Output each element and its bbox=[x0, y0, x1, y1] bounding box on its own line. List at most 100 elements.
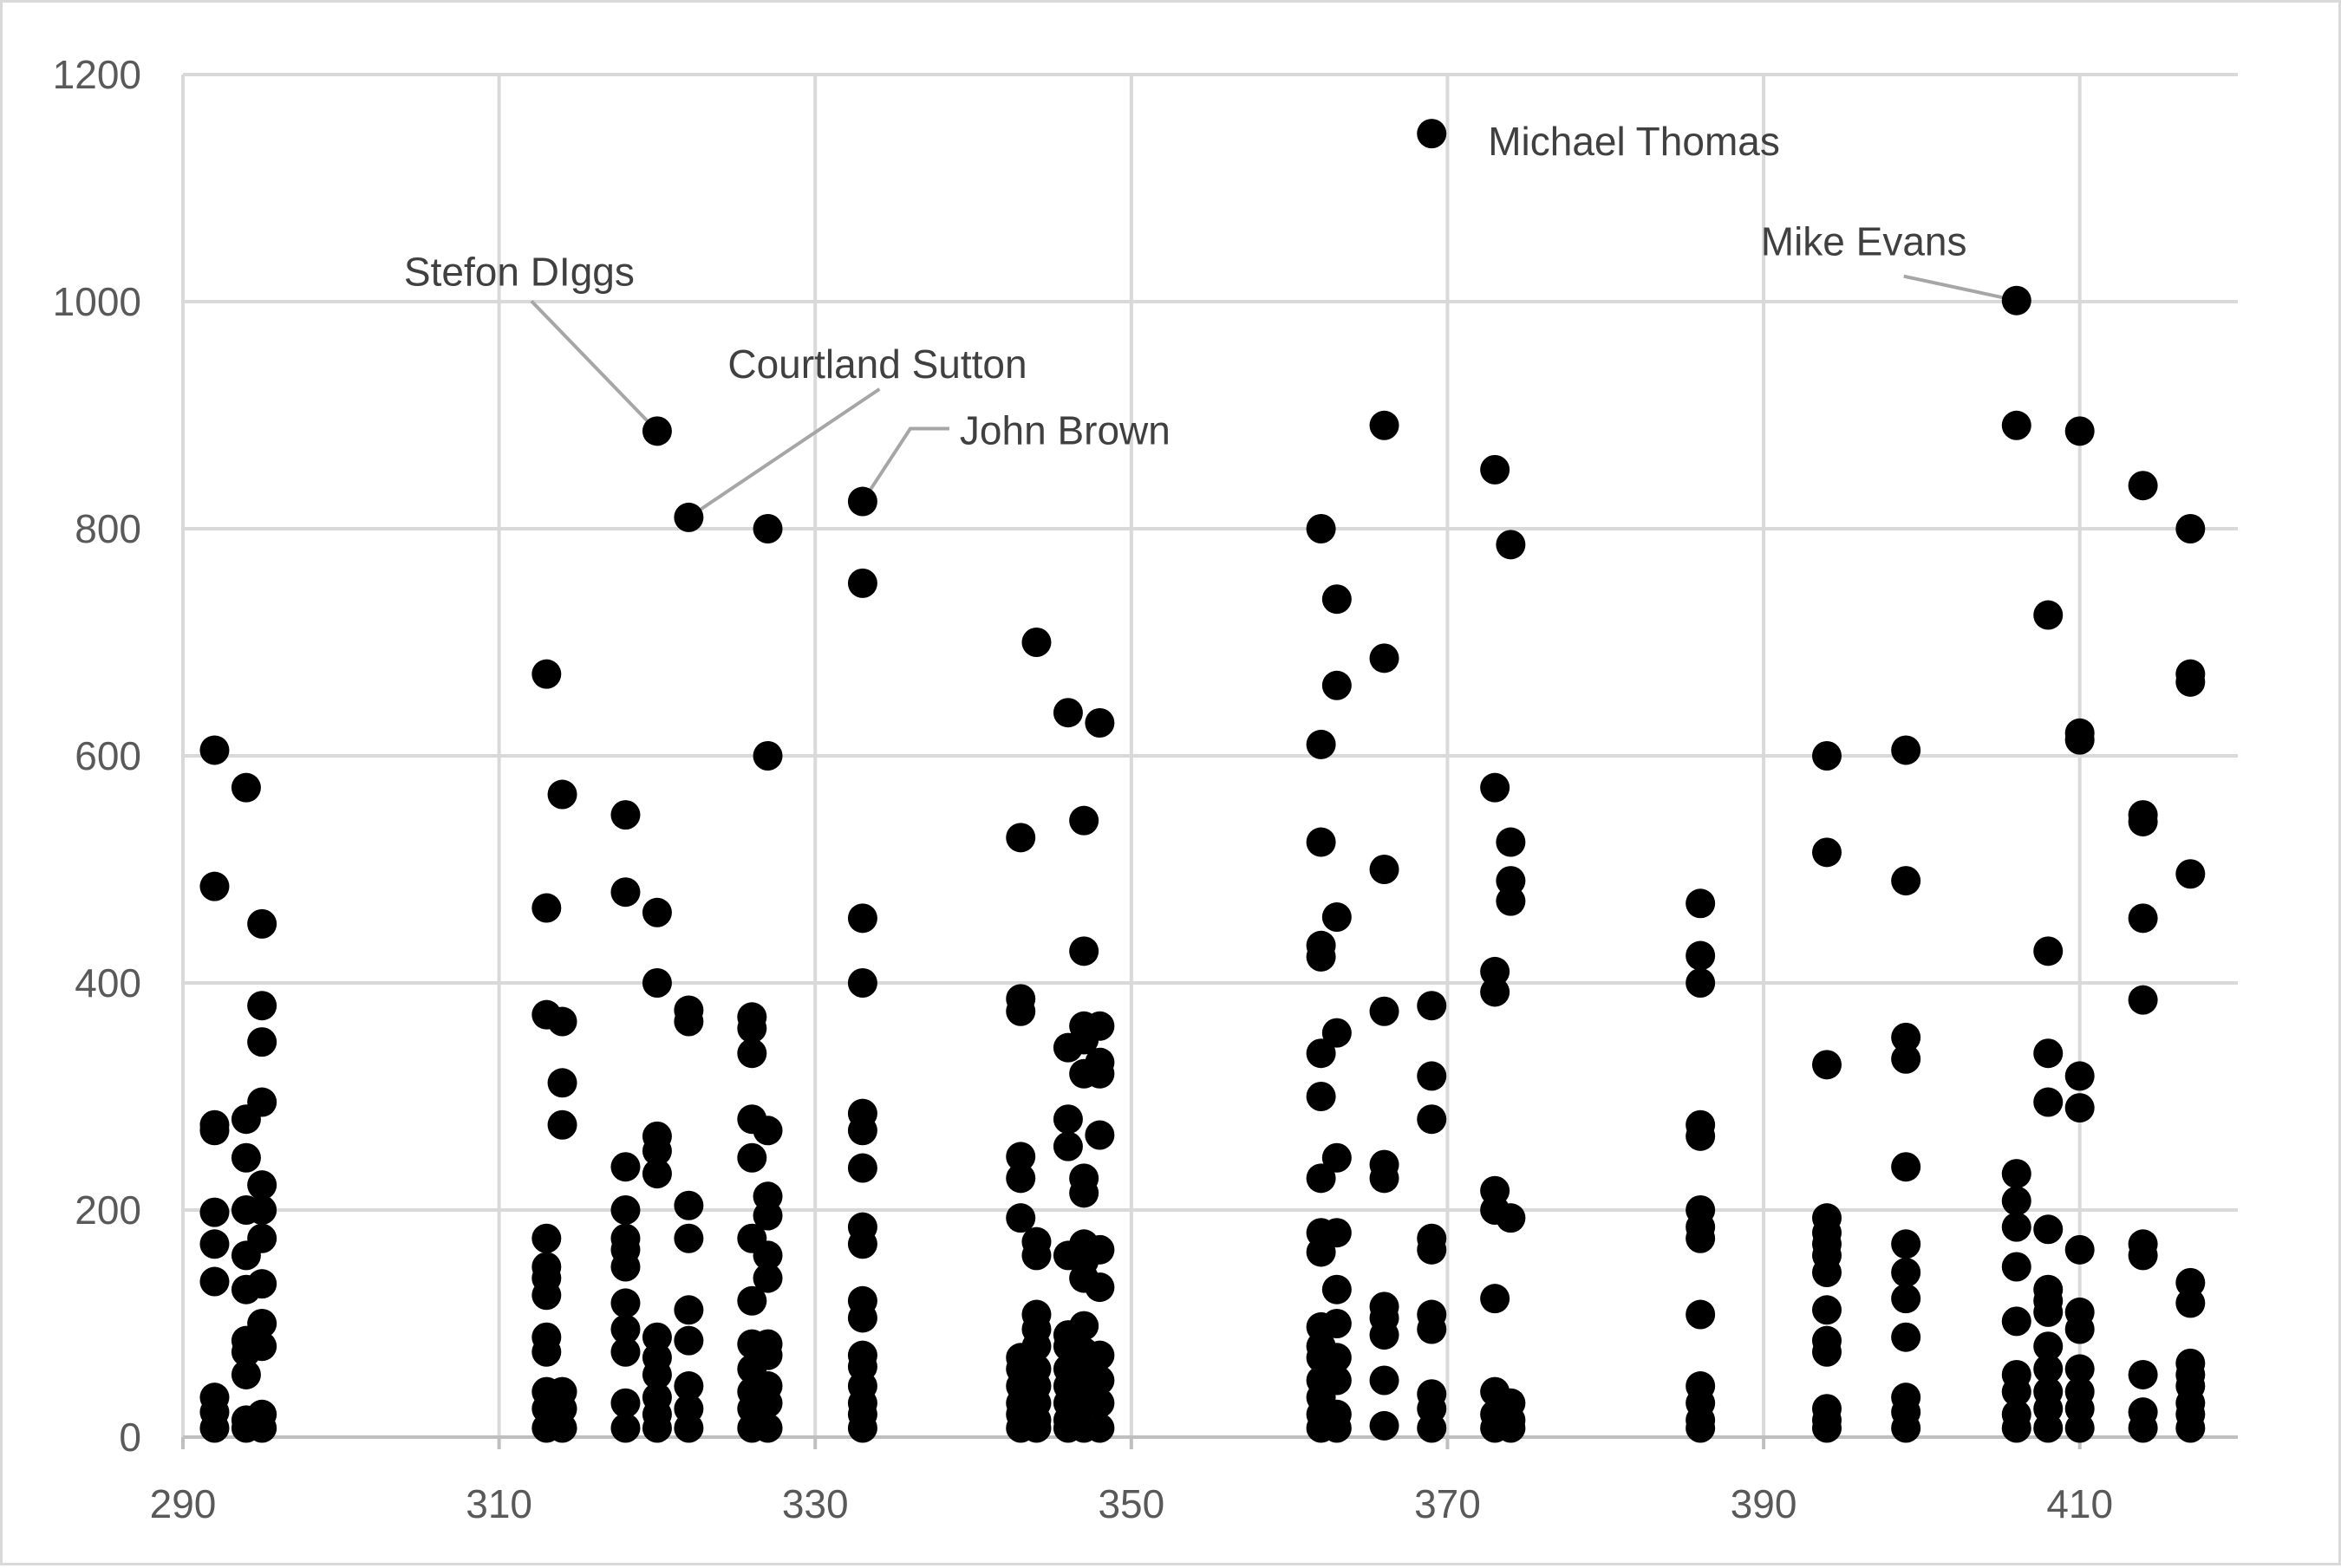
annotation-leader-line bbox=[688, 387, 881, 519]
data-point bbox=[1496, 827, 1526, 857]
data-point bbox=[547, 1413, 577, 1443]
data-point bbox=[847, 486, 877, 517]
data-point bbox=[1085, 1388, 1115, 1418]
data-point bbox=[1306, 827, 1336, 857]
data-point bbox=[610, 1314, 641, 1344]
data-point bbox=[1891, 1322, 1921, 1352]
data-point bbox=[1006, 1163, 1036, 1194]
data-point bbox=[2001, 1186, 2031, 1216]
data-point bbox=[642, 1159, 672, 1189]
data-point bbox=[1006, 996, 1036, 1026]
data-point bbox=[1480, 956, 1510, 986]
data-point bbox=[753, 1340, 783, 1370]
data-point bbox=[847, 903, 877, 934]
data-point bbox=[674, 1295, 704, 1325]
data-point bbox=[2175, 667, 2206, 697]
data-point bbox=[2175, 514, 2206, 543]
annotation-label: Courtland Sutton bbox=[727, 342, 1027, 387]
data-point bbox=[1321, 1343, 1352, 1373]
data-point bbox=[1496, 1413, 1526, 1443]
data-point bbox=[1417, 1104, 1447, 1135]
annotation-leader-line bbox=[1903, 274, 2018, 303]
data-point bbox=[610, 800, 641, 830]
data-point bbox=[610, 1413, 641, 1443]
data-point bbox=[2001, 285, 2031, 316]
data-point bbox=[231, 772, 261, 803]
data-point bbox=[642, 968, 672, 998]
annotation-label: John Brown bbox=[960, 408, 1170, 453]
data-point bbox=[199, 1229, 230, 1259]
data-point bbox=[1306, 941, 1336, 972]
data-point bbox=[1021, 1413, 1052, 1443]
data-point bbox=[199, 735, 230, 765]
data-point bbox=[2064, 1234, 2095, 1265]
data-point bbox=[1891, 1284, 1921, 1314]
data-point bbox=[847, 1413, 877, 1443]
x-tick-label: 390 bbox=[1731, 1481, 1797, 1526]
data-point bbox=[1006, 1142, 1036, 1172]
data-point bbox=[1321, 1365, 1352, 1396]
x-tick-label: 370 bbox=[1414, 1481, 1481, 1526]
data-point bbox=[737, 1013, 767, 1044]
data-point bbox=[1686, 1413, 1716, 1443]
data-point bbox=[1417, 1061, 1447, 1091]
data-point bbox=[1306, 514, 1336, 543]
data-point bbox=[674, 1413, 704, 1443]
data-point bbox=[1006, 1203, 1036, 1233]
data-point bbox=[610, 877, 641, 908]
data-point bbox=[847, 1153, 877, 1183]
data-point bbox=[1480, 772, 1510, 803]
data-point bbox=[547, 779, 577, 810]
data-point bbox=[1306, 729, 1336, 759]
data-point bbox=[2064, 1413, 2095, 1443]
data-point bbox=[1891, 735, 1921, 765]
data-point bbox=[674, 1371, 704, 1402]
data-point bbox=[1417, 1413, 1447, 1443]
data-point bbox=[1321, 1218, 1352, 1248]
data-point bbox=[2033, 936, 2064, 966]
data-point bbox=[1306, 1082, 1336, 1111]
data-point bbox=[2064, 725, 2095, 755]
x-tick-label: 350 bbox=[1098, 1481, 1164, 1526]
data-point bbox=[247, 1223, 277, 1253]
data-point bbox=[753, 1116, 783, 1146]
data-point bbox=[1306, 1163, 1336, 1194]
data-point bbox=[1369, 855, 1399, 884]
data-point bbox=[674, 1325, 704, 1356]
data-point bbox=[1069, 1311, 1099, 1341]
data-point bbox=[2175, 1267, 2206, 1298]
data-point bbox=[1053, 1131, 1083, 1161]
data-point bbox=[1369, 996, 1399, 1026]
data-point bbox=[1085, 1340, 1115, 1370]
data-point bbox=[247, 1413, 277, 1443]
data-point bbox=[610, 1252, 641, 1282]
data-point bbox=[753, 1388, 783, 1418]
annotation-leader-line bbox=[861, 426, 949, 503]
data-point bbox=[199, 1413, 230, 1443]
data-point bbox=[1085, 1234, 1115, 1265]
y-tick-label: 1000 bbox=[53, 279, 141, 324]
data-point bbox=[247, 908, 277, 939]
y-tick-label: 800 bbox=[75, 506, 141, 551]
data-point bbox=[547, 1109, 577, 1140]
data-point bbox=[2001, 1306, 2031, 1337]
data-point bbox=[1006, 823, 1036, 853]
data-point bbox=[1417, 119, 1447, 149]
data-point bbox=[2001, 410, 2031, 440]
data-point bbox=[1321, 584, 1352, 615]
data-point bbox=[1891, 1229, 1921, 1259]
data-point bbox=[642, 897, 672, 927]
data-point bbox=[1369, 643, 1399, 673]
data-point bbox=[1085, 1413, 1115, 1443]
data-point bbox=[547, 1006, 577, 1037]
data-point bbox=[247, 1269, 277, 1299]
data-point bbox=[674, 1223, 704, 1253]
data-point bbox=[674, 1006, 704, 1037]
data-point bbox=[2175, 1288, 2206, 1318]
y-axis-tick-labels: 0 200 400 600 800 1000 1200 bbox=[53, 52, 141, 1460]
y-tick-label: 1200 bbox=[53, 52, 141, 97]
data-point bbox=[1496, 866, 1526, 896]
data-point bbox=[199, 871, 230, 901]
data-point bbox=[753, 1240, 783, 1271]
y-tick-label: 600 bbox=[75, 733, 141, 778]
